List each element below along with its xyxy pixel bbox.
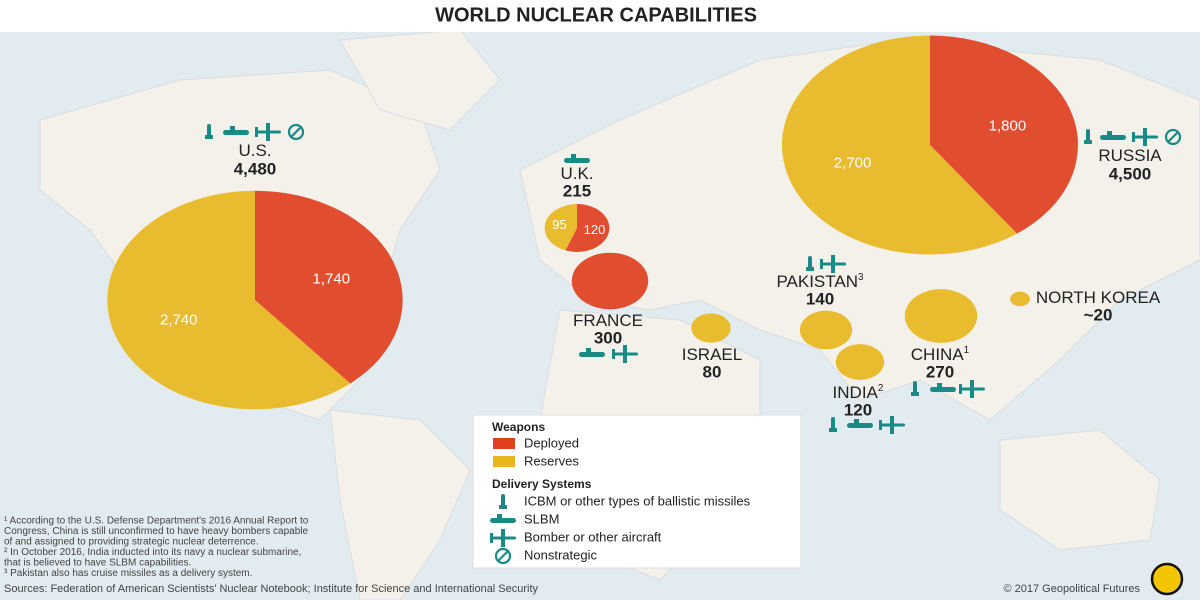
pie-slice: [1010, 291, 1030, 307]
country-name: ISRAEL: [682, 345, 742, 364]
country-total: 270: [926, 362, 954, 381]
title: WORLD NUCLEAR CAPABILITIES: [435, 4, 757, 26]
footnote-ref: 1: [964, 345, 970, 356]
country-name: PAKISTAN3: [776, 272, 864, 292]
pies: 1,740 2,740 U.S.4,480 1,800 2,700 RUSSIA4,500…: [107, 35, 1162, 419]
copyright: © 2017 Geopolitical Futures: [1003, 583, 1140, 595]
country-total: 140: [806, 289, 834, 308]
country-total: 300: [594, 328, 622, 347]
legend-item: Reserves: [524, 453, 579, 468]
footnote-ref: 3: [858, 272, 864, 283]
pie: [781, 35, 1078, 255]
legend-heading: Delivery Systems: [492, 477, 592, 491]
pie-slice: [691, 313, 731, 343]
pie-slice: [255, 190, 403, 384]
slice-label: 1,740: [313, 270, 351, 287]
legend-item: Nonstrategic: [524, 547, 597, 562]
country-label: INDIA: [833, 383, 879, 402]
legend-swatch: [493, 456, 515, 467]
country-total: 4,480: [234, 159, 277, 178]
pie: [799, 310, 853, 350]
sources: Sources: Federation of American Scientis…: [4, 583, 539, 595]
legend-item: SLBM: [524, 511, 559, 526]
pie: [1010, 291, 1030, 307]
country-name: U.S.: [238, 141, 271, 160]
country-label: U.K.: [560, 164, 593, 183]
pie-slice: [930, 35, 1078, 234]
pie: [904, 289, 978, 343]
country-label: FRANCE: [573, 311, 643, 330]
country-name: FRANCE: [573, 311, 643, 330]
pie-slice: [904, 289, 978, 343]
country-name: U.K.: [560, 164, 593, 183]
legend: Weapons Deployed Reserves Delivery Syste…: [472, 414, 802, 569]
pie-slice: [544, 204, 577, 251]
country-label: NORTH KOREA: [1036, 288, 1161, 307]
slice-label: 95: [552, 217, 566, 232]
legend-item: Deployed: [524, 435, 579, 450]
country-name: INDIA2: [833, 383, 884, 403]
pie-slice: [835, 344, 885, 380]
pie-slice: [781, 35, 1017, 255]
footnote-ref: 2: [878, 383, 884, 394]
legend-heading: Weapons: [492, 420, 545, 434]
logo: [1150, 562, 1184, 596]
footnote: that is believed to have SLBM capabiliti…: [4, 558, 191, 569]
footnotes: ¹ According to the U.S. Defense Departme…: [4, 516, 309, 580]
country-total: 80: [703, 362, 722, 381]
pie: [107, 190, 403, 410]
country-name: RUSSIA: [1098, 146, 1162, 165]
pie-slice: [571, 252, 649, 310]
pie: [544, 204, 610, 252]
country-total: 4,500: [1109, 164, 1152, 183]
pie-slice: [799, 310, 853, 350]
country-label: RUSSIA: [1098, 146, 1162, 165]
country-total: 120: [844, 400, 872, 419]
pie-slice: [565, 204, 610, 252]
footnote: ² In October 2016, India inducted into i…: [4, 547, 301, 558]
country-name: NORTH KOREA: [1036, 288, 1161, 307]
title-band: [0, 0, 1200, 32]
country-label: CHINA: [911, 345, 965, 364]
legend-item: ICBM or other types of ballistic missile…: [524, 493, 751, 508]
pie: [571, 252, 649, 310]
slice-label: 1,800: [989, 117, 1027, 134]
footnote: Congress, China is still unconfirmed to …: [4, 526, 308, 537]
slice-label: 2,700: [834, 155, 872, 172]
country-name: CHINA1: [911, 345, 970, 365]
country-total: 215: [563, 181, 591, 200]
legend-swatch: [493, 438, 515, 449]
footnote: ¹ According to the U.S. Defense Departme…: [4, 516, 309, 527]
slice-label: 120: [584, 222, 606, 237]
country-total: ~20: [1084, 305, 1113, 324]
pie-slice: [107, 190, 351, 410]
country-label: ISRAEL: [682, 345, 742, 364]
pie: [835, 344, 885, 380]
country-label: PAKISTAN: [776, 272, 858, 291]
legend-item: Bomber or other aircraft: [524, 529, 662, 544]
footnote: ³ Pakistan also has cruise missiles as a…: [4, 568, 252, 579]
pie: [691, 313, 731, 343]
footnote: of and assigned to providing strategic n…: [4, 537, 259, 548]
slice-label: 2,740: [160, 312, 198, 329]
country-label: U.S.: [238, 141, 271, 160]
